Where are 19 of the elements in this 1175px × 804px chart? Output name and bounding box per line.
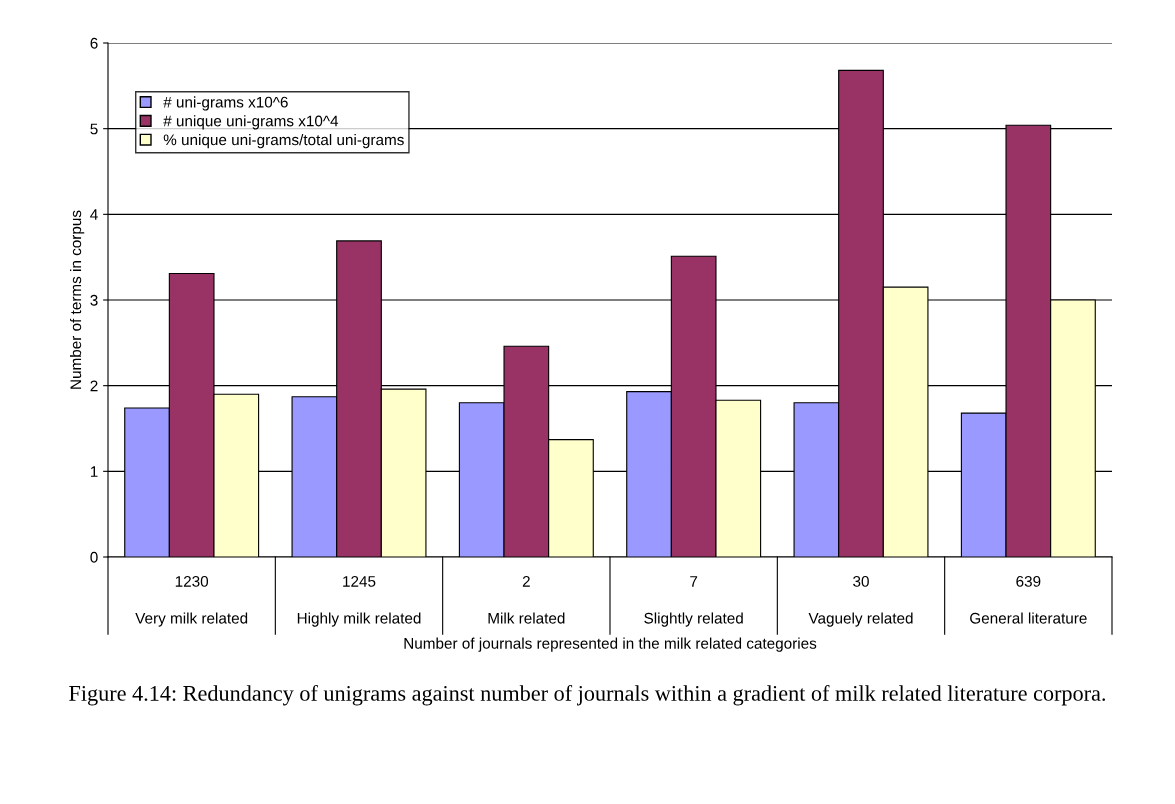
legend-label: # unique uni-grams x10^4 xyxy=(163,115,339,130)
legend-label: # uni-grams x10^6 xyxy=(163,96,288,111)
category-label: 1230 Very milk related xyxy=(135,575,248,627)
y-tick-label: 3 xyxy=(90,294,98,306)
category-label: 2 Milk related xyxy=(488,575,565,624)
category-label: 30 Vaguely related xyxy=(808,575,913,627)
y-tick-label: 5 xyxy=(90,123,98,135)
y-tick-label: 0 xyxy=(90,551,98,563)
x-axis-title: Number of journals represented in the milk related categories xyxy=(404,637,817,652)
y-tick-label: 6 xyxy=(90,37,98,49)
caption: Figure 4.14: Redundancy of unigrams against number of journals within a gradient of milk related literature corpora. xyxy=(69,685,1106,706)
y-tick-label: 2 xyxy=(90,380,98,392)
category-label: 1245 Highly milk related xyxy=(297,575,421,627)
category-label: 7 Slightly related xyxy=(644,576,743,627)
legend-label: % unique uni-grams/total uni-grams xyxy=(163,133,404,149)
y-tick-label: 4 xyxy=(90,209,98,220)
y-axis-title: Number of terms in corpus xyxy=(69,210,85,389)
y-tick-label: 1 xyxy=(90,466,98,477)
category-label: 639 General literature xyxy=(970,575,1087,624)
